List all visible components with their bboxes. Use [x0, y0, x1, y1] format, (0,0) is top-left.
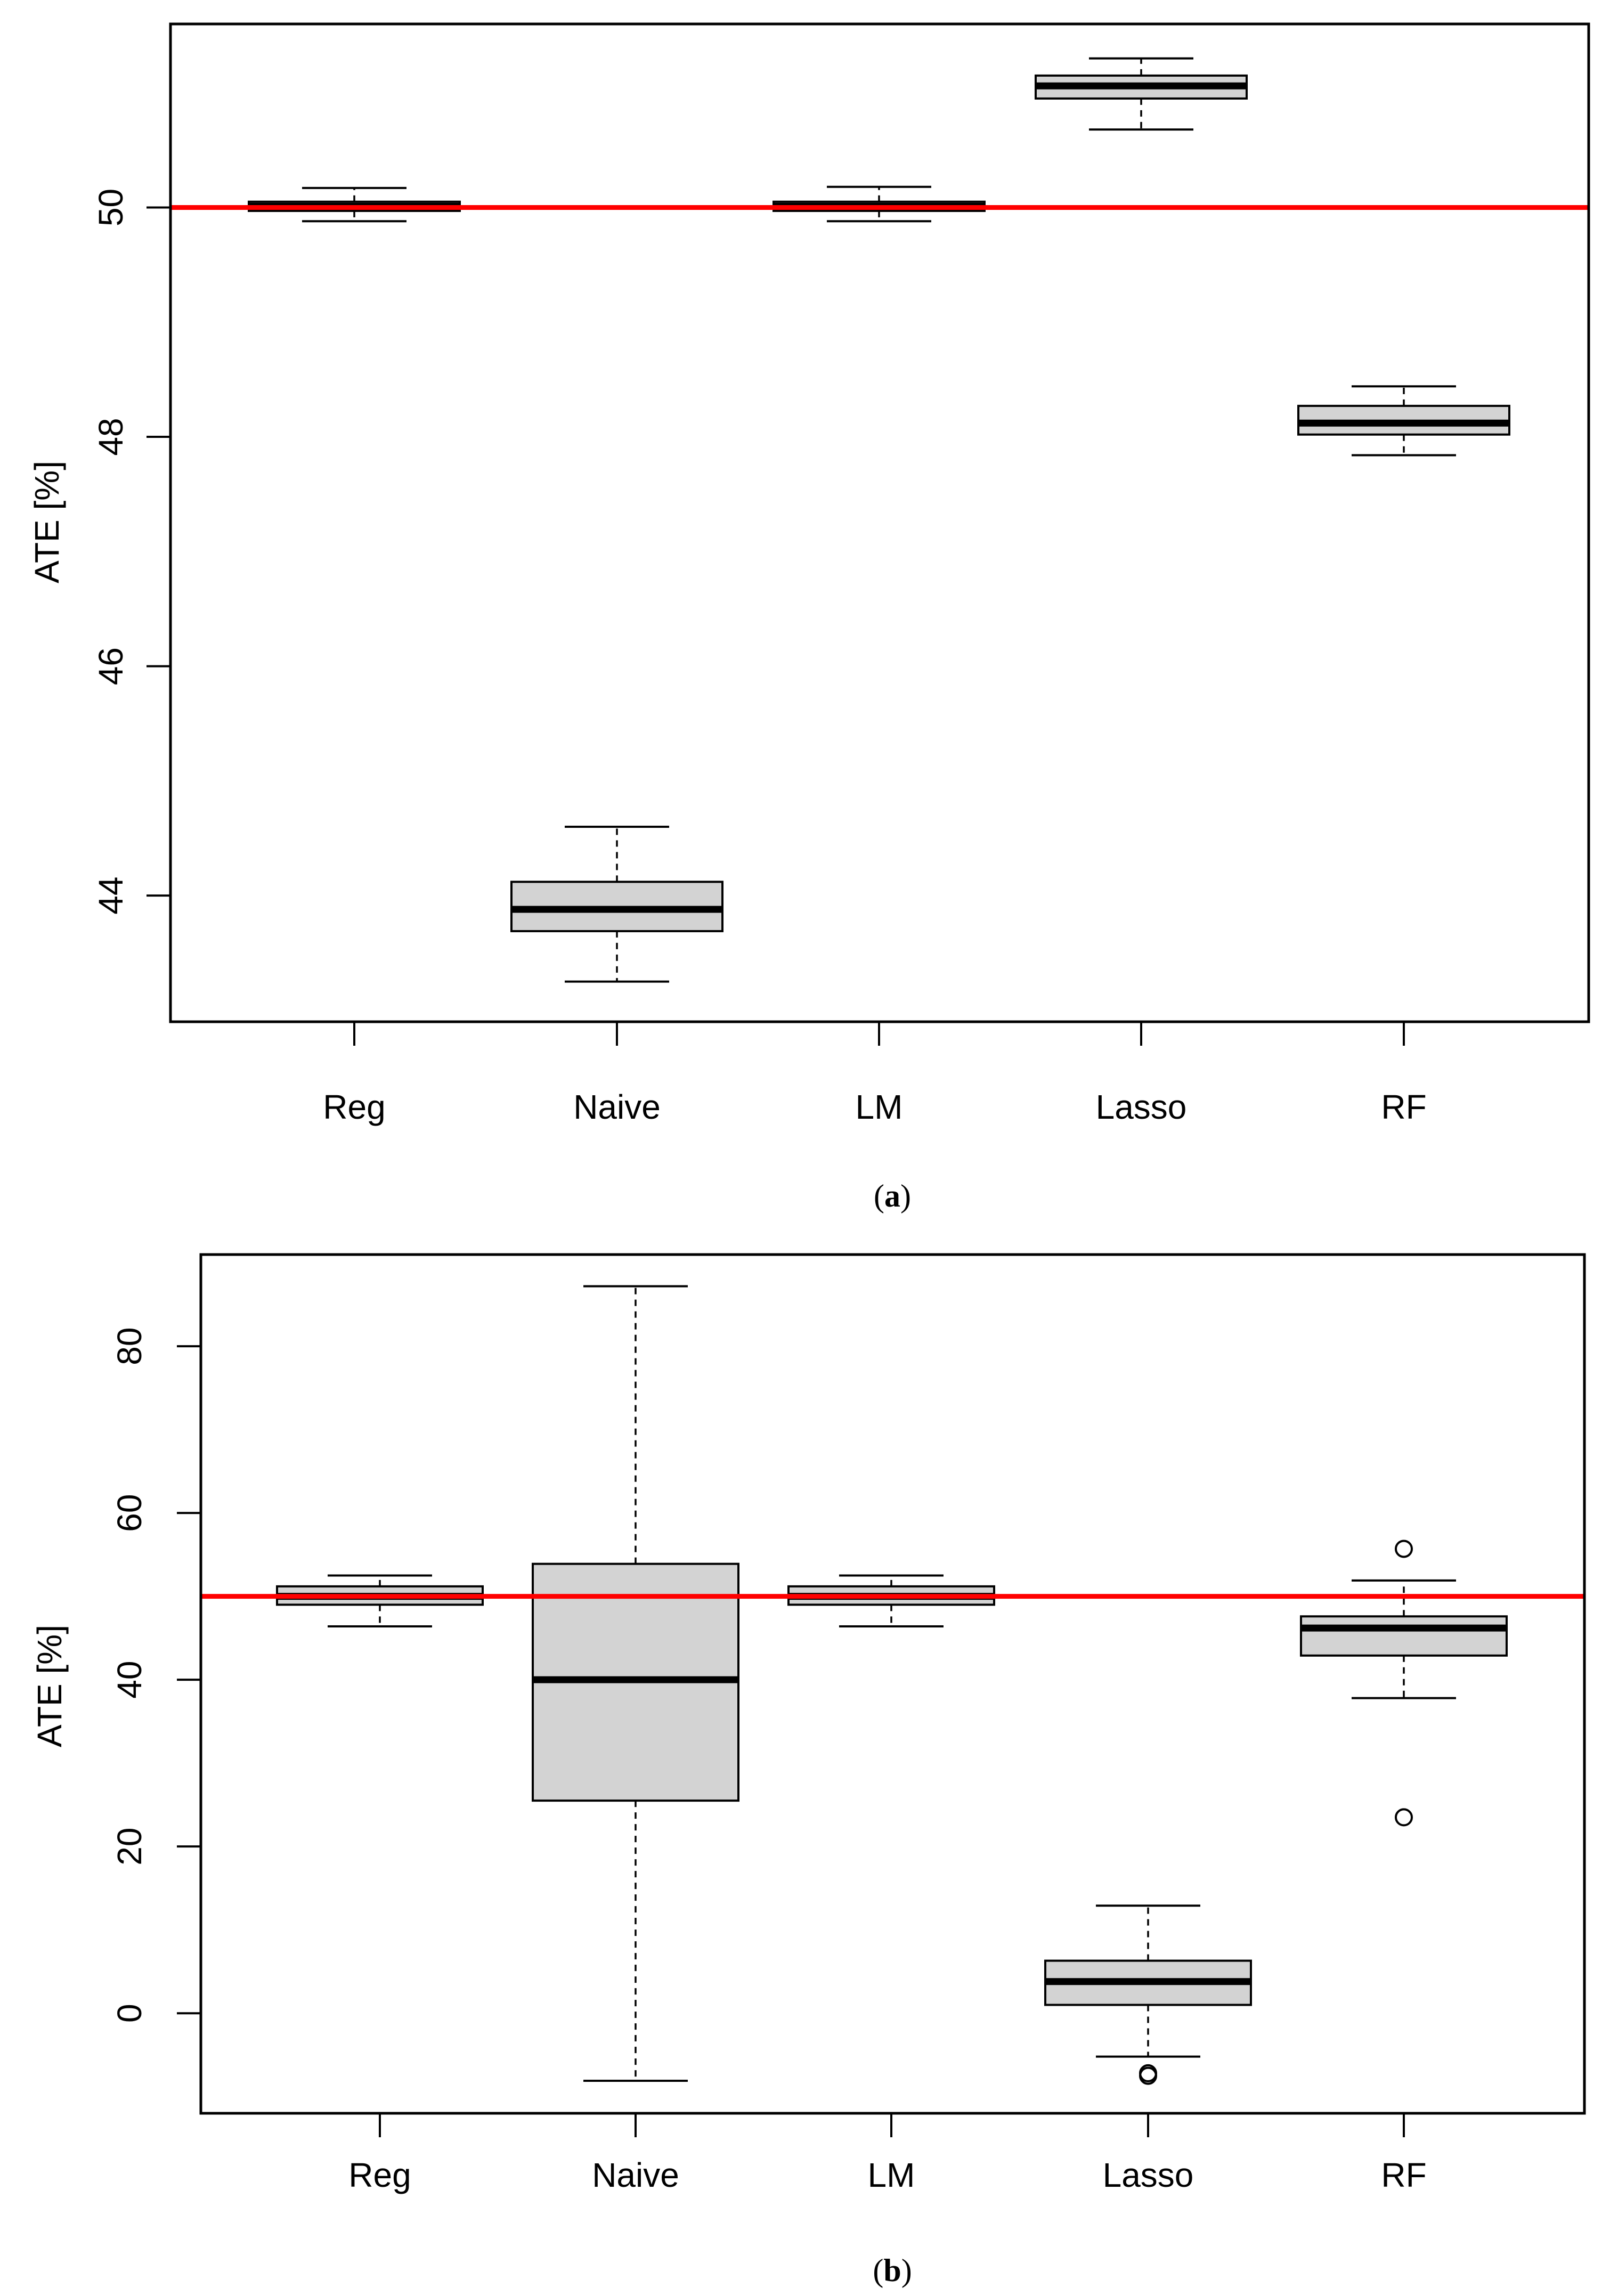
- y-tick-label-46: 46: [92, 647, 130, 685]
- chart-b-marks: 0 20 40 60 80 Reg Naive LM Lasso RF: [110, 1285, 1584, 2194]
- y-tick-label-40: 40: [110, 1661, 149, 1699]
- y-tick-label-60: 60: [110, 1494, 149, 1532]
- y-tick-label-0: 0: [110, 2004, 149, 2023]
- x-tick-label-rf: RF: [1381, 2156, 1426, 2194]
- y-tick-label-48: 48: [92, 418, 130, 455]
- x-tick-label-rf: RF: [1381, 1088, 1426, 1126]
- figure-caption-a: (a): [874, 1178, 911, 1214]
- box-rf: [1300, 1615, 1508, 1657]
- x-tick-label-reg: Reg: [323, 1088, 385, 1126]
- x-tick-label-lm: LM: [856, 1088, 903, 1126]
- chart-a-marks: 44 46 48 50 Reg Naive LM Lasso RF: [92, 57, 1589, 1126]
- x-tick-label-reg: Reg: [348, 2156, 411, 2194]
- plot-frame-a: [169, 22, 1590, 1023]
- outlier-rf-1: [1395, 1808, 1413, 1827]
- caption-letter-b: b: [883, 2253, 901, 2288]
- caption-letter-a: a: [884, 1178, 900, 1214]
- boxplot-chart-b: 0 20 40 60 80 Reg Naive LM Lasso RF ATE [%] (b): [30, 1253, 1586, 2288]
- plot-frame-b: [199, 1253, 1586, 2115]
- x-tick-label-naive: Naive: [592, 2156, 679, 2194]
- x-tick-label-naive: Naive: [573, 1088, 661, 1126]
- outlier-rf-0: [1395, 1540, 1413, 1558]
- y-tick-label-20: 20: [110, 1828, 149, 1866]
- y-tick-label-50: 50: [92, 189, 130, 226]
- outlier-lasso-1: [1139, 2066, 1157, 2085]
- x-tick-label-lasso: Lasso: [1103, 2156, 1194, 2194]
- y-tick-label-44: 44: [92, 877, 130, 915]
- x-tick-label-lasso: Lasso: [1096, 1088, 1187, 1126]
- x-tick-label-lm: LM: [868, 2156, 915, 2194]
- y-axis-title-b: ATE [%]: [30, 1625, 69, 1747]
- y-axis-title-a: ATE [%]: [28, 461, 66, 583]
- boxplot-chart-a: 44 46 48 50 Reg Naive LM Lasso RF ATE [%] (a): [28, 22, 1590, 1214]
- y-tick-label-80: 80: [110, 1328, 149, 1365]
- figure-caption-b: (b): [873, 2253, 912, 2288]
